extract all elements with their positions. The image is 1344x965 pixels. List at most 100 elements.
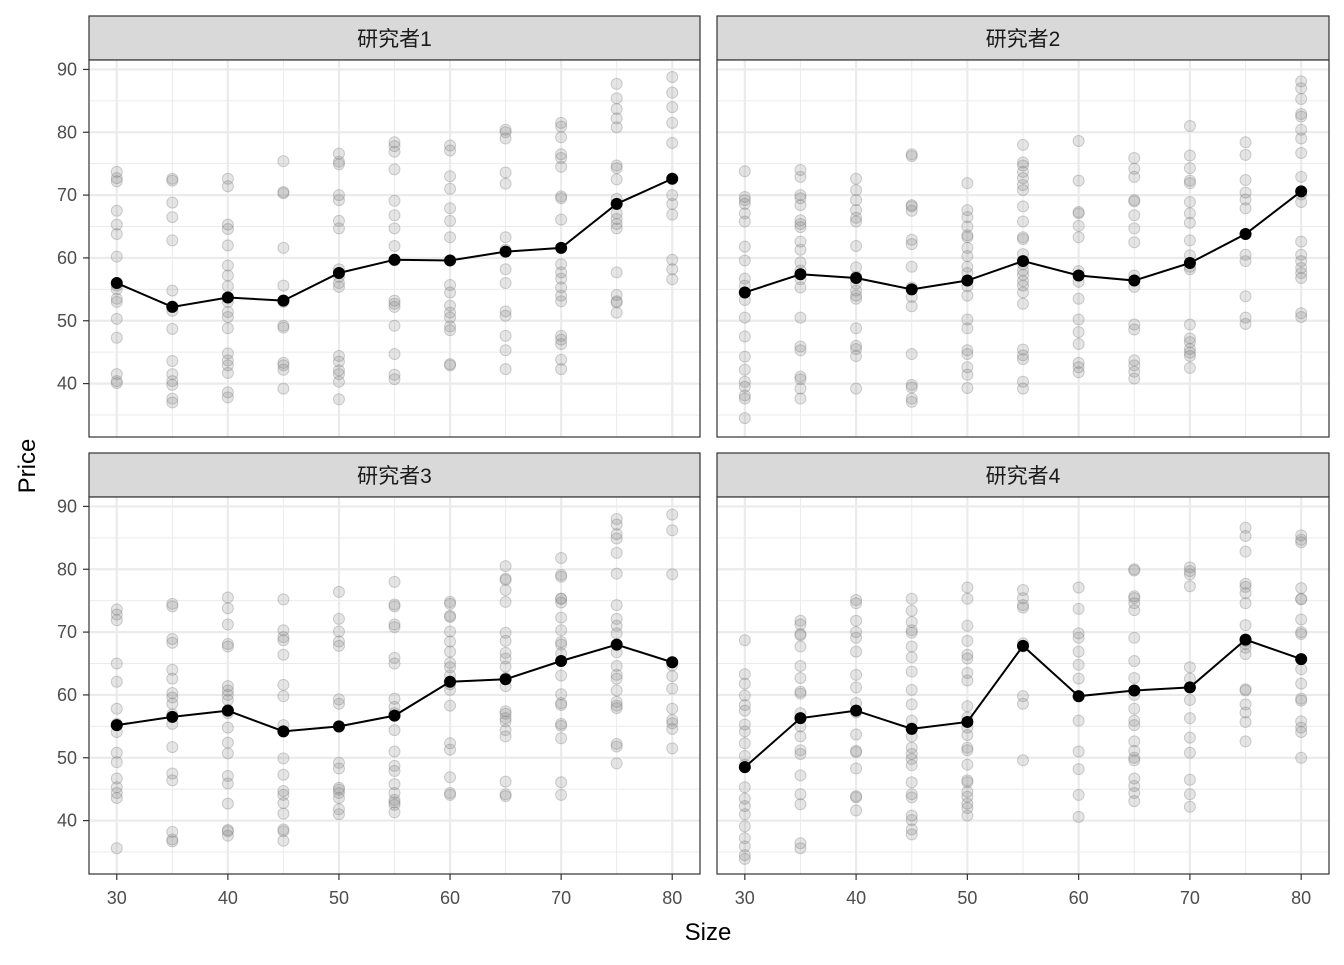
panel-4-data-point	[1128, 754, 1141, 767]
panel-4-data-point	[738, 698, 751, 711]
panel-1-data-point	[221, 280, 234, 293]
panel-4-data-point	[794, 629, 807, 642]
panel-3-data-point	[499, 715, 512, 728]
panel-2-data-point	[1239, 255, 1252, 268]
panel-4-mean-point	[1128, 684, 1141, 697]
panel-3-data-point	[610, 702, 623, 715]
panel-1-data-point	[110, 172, 123, 185]
panel-1-data-point	[555, 116, 568, 129]
panel-1-data-point	[332, 355, 345, 368]
panel-1-data-point	[610, 112, 623, 125]
panel-1-data-point	[388, 373, 401, 386]
panel-3-data-point	[221, 638, 234, 651]
panel-1-data-point	[277, 319, 290, 332]
panel-3: 研究者3	[88, 452, 701, 875]
panel-2-data-point	[1128, 365, 1141, 378]
panel-1-data-point	[388, 222, 401, 235]
panel-3-data-point	[610, 757, 623, 770]
panel-2-data-point	[738, 392, 751, 405]
panel-2-data-point	[905, 233, 918, 246]
panel-3-data-point	[277, 593, 290, 606]
panel-1-data-point	[444, 359, 457, 372]
panel-1-data-point	[110, 375, 123, 388]
panel-3-data-point	[444, 609, 457, 622]
panel-2-data-point	[1128, 354, 1141, 367]
panel-3-x-tick-label: 50	[329, 888, 349, 908]
panel-1-data-point	[610, 162, 623, 175]
panel-3-data-point	[332, 612, 345, 625]
panel-3-data-point	[499, 730, 512, 743]
panel-1-data-point	[221, 359, 234, 372]
panel-1-data-point	[332, 158, 345, 171]
panel-2-data-point	[1295, 92, 1308, 105]
panel-1-data-point	[332, 375, 345, 388]
panel-3-data-point	[221, 684, 234, 697]
panel-2-mean-point	[850, 272, 863, 285]
panel-4-data-point	[1239, 698, 1252, 711]
panel-4-data-point	[1017, 583, 1029, 596]
panel-1-data-point	[277, 279, 290, 292]
panel-4-data-point	[1239, 683, 1252, 696]
panel-3-mean-point	[666, 656, 679, 669]
panel-1-data-point	[555, 289, 568, 302]
panel-2-data-point	[1017, 275, 1029, 288]
panel-4-data-point	[961, 744, 974, 757]
panel-1-y-tick-label: 50	[57, 311, 77, 331]
panel-3-data-point	[555, 570, 568, 583]
panel-4-data-point	[738, 634, 751, 647]
panel-4-x-tick-label: 80	[1291, 888, 1311, 908]
panel-3-data-point	[110, 608, 123, 621]
panel-4-data-point	[961, 700, 974, 713]
panel-3-mean-point	[555, 654, 568, 667]
panel-2-data-point	[794, 199, 807, 212]
panel-4-data-point	[1128, 563, 1141, 576]
panel-3-data-point	[166, 687, 179, 700]
panel-1-data-point	[332, 349, 345, 362]
panel-1-data-point	[332, 222, 345, 235]
panel-1-data-point	[666, 253, 679, 266]
panel-3-mean-point	[166, 710, 179, 723]
panel-4-data-point	[1128, 795, 1141, 808]
panel-2-data-point	[1128, 195, 1141, 208]
panel-2-data-point	[1183, 177, 1196, 190]
panel-1-data-point	[166, 354, 179, 367]
panel-4-mean-point	[794, 712, 807, 725]
panel-4-strip-label: 研究者4	[986, 465, 1061, 488]
panel-1-data-point	[388, 368, 401, 381]
panel-3-data-point	[221, 721, 234, 734]
panel-3-data-point	[499, 560, 512, 573]
panel-1-data-point	[499, 309, 512, 322]
panel-2-data-point	[905, 300, 918, 313]
panel-2-data-point	[738, 165, 751, 178]
panel-3-data-point	[499, 595, 512, 608]
panel-1-data-point	[277, 363, 290, 376]
panel-2-data-point	[738, 412, 751, 425]
panel-1-data-point	[110, 228, 123, 241]
panel-1-data-point	[610, 306, 623, 319]
panel-2-data-point	[850, 215, 863, 228]
panel-4-data-point	[1128, 564, 1141, 577]
panel-2-data-point	[1183, 207, 1196, 220]
panel-2-data-point	[1183, 361, 1196, 374]
panel-4-data-point	[1128, 735, 1141, 748]
panel-3-data-point	[555, 788, 568, 801]
panel-1-mean-point	[277, 294, 290, 307]
panel-3-data-point	[499, 660, 512, 673]
panel-3-data-point	[610, 567, 623, 580]
panel-4-x-tick-label: 30	[735, 888, 755, 908]
panel-4-data-point	[794, 769, 807, 782]
panel-4-data-point	[738, 749, 751, 762]
panel-2-border	[716, 59, 1330, 438]
panel-3-data-point	[610, 740, 623, 753]
panel-1-data-point	[221, 305, 234, 318]
panel-4-data-point	[961, 634, 974, 647]
panel-3-data-point	[499, 652, 512, 665]
panel-1-data-point	[221, 354, 234, 367]
panel-4-data-point	[1295, 593, 1308, 606]
panel-2-data-point	[961, 361, 974, 374]
panel-2-data-point	[1072, 207, 1085, 220]
panel-4-data-point	[738, 689, 751, 702]
panel-4-border	[716, 496, 1330, 875]
panel-3-data-point	[666, 670, 679, 683]
panel-4-data-point	[1128, 702, 1141, 715]
